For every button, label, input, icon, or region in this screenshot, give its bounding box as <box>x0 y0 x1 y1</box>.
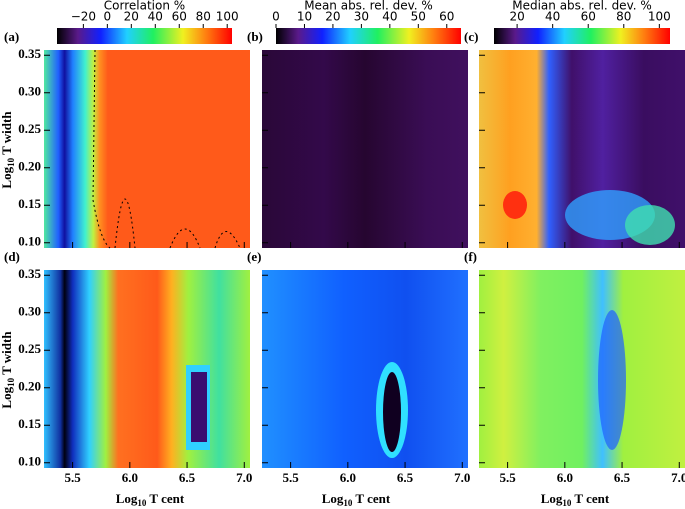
colorbar-title: Median abs. rel. dev. % <box>512 0 652 13</box>
colorbar-tick-label: 80 <box>616 10 631 24</box>
x-label: Log10 T cent <box>322 491 391 508</box>
heatmap-d <box>44 270 250 468</box>
x-tick-label: 6.5 <box>179 470 196 485</box>
label-rest: T cent <box>146 491 184 506</box>
label-rest: T cent <box>571 491 609 506</box>
x-tick-label: 5.5 <box>282 470 299 485</box>
colorbar <box>57 28 232 44</box>
blob <box>383 372 401 452</box>
heatmap-f <box>479 270 685 468</box>
y-tick-label: 0.15 <box>18 196 41 211</box>
label-base: Log <box>541 491 563 506</box>
label-base: Log <box>322 491 344 506</box>
y-tick-label: 0.20 <box>18 379 41 394</box>
colorbar-title: Mean abs. rel. dev. % <box>304 0 433 13</box>
x-tick-label: 5.5 <box>64 470 81 485</box>
y-tick-label: 0.30 <box>18 304 41 319</box>
label-sub: 10 <box>6 157 16 167</box>
panel-label: (d) <box>4 249 20 264</box>
label-sub: 10 <box>137 498 147 508</box>
x-tick-label: 6.5 <box>614 470 631 485</box>
heatmaps <box>44 49 685 468</box>
colorbar-tick-label: 20 <box>325 10 340 24</box>
label-base: Log <box>0 386 14 408</box>
colorbar-tick-label: 30 <box>354 10 369 24</box>
y-tick-label: 0.10 <box>18 454 41 469</box>
colorbar-tick-label: 10 <box>297 10 312 24</box>
panel-label: (e) <box>247 249 261 264</box>
colorbar-tick-label: 60 <box>581 10 596 24</box>
x-tick-label: 5.5 <box>499 470 516 485</box>
colorbar-tick-label: 100 <box>648 10 671 24</box>
x-tick-label: 7.0 <box>454 470 470 485</box>
blob <box>503 191 527 219</box>
x-tick-label: 6.0 <box>557 470 573 485</box>
contour <box>92 49 241 249</box>
blob <box>625 205 675 245</box>
heatmap-b <box>262 50 468 248</box>
x-tick-label: 6.0 <box>340 470 356 485</box>
colorbar-tick-label: 0 <box>272 10 280 24</box>
colorbar-tick-label: 50 <box>411 10 426 24</box>
panel-label: (a) <box>4 29 19 44</box>
colorbar-tick-label: 60 <box>172 10 187 24</box>
colorbar-tick-label: 20 <box>124 10 139 24</box>
y-tick-label: 0.20 <box>18 159 41 174</box>
panel-label: (b) <box>247 29 263 44</box>
y-tick-label: 0.35 <box>18 46 41 61</box>
y-tick-label: 0.30 <box>18 84 41 99</box>
x-tick-label: 6.0 <box>122 470 138 485</box>
colorbar-tick-label: 20 <box>509 10 524 24</box>
y-label: Log10 T width <box>0 331 16 409</box>
label-rest: T cent <box>352 491 390 506</box>
colorbar-tick-label: 40 <box>382 10 397 24</box>
panel-label: (c) <box>464 29 478 44</box>
x-tick-label: 6.5 <box>397 470 414 485</box>
x-tick-label: 7.0 <box>671 470 685 485</box>
colorbar-tick-label: 0 <box>104 10 112 24</box>
label-sub: 10 <box>562 498 572 508</box>
label-sub: 10 <box>6 377 16 387</box>
label-sub: 10 <box>343 498 353 508</box>
label-rest: T width <box>0 111 14 158</box>
colorbar-tick-label: −20 <box>71 10 96 24</box>
label-rest: T width <box>0 331 14 378</box>
colorbar-tick-label: 40 <box>545 10 560 24</box>
colorbar-tick-label: 60 <box>439 10 454 24</box>
colorbar-title: Correlation % <box>104 0 185 13</box>
y-tick-label: 0.25 <box>18 341 41 356</box>
y-tick-label: 0.10 <box>18 234 41 249</box>
y-tick-label: 0.15 <box>18 416 41 431</box>
y-label: Log10 T width <box>0 111 16 189</box>
colorbar-tick-label: 80 <box>196 10 211 24</box>
y-tick-label: 0.25 <box>18 121 41 136</box>
label-base: Log <box>0 166 14 188</box>
panel-label: (f) <box>464 249 477 264</box>
blob <box>598 310 626 450</box>
colorbar <box>276 28 461 44</box>
heatmap-a <box>44 50 250 248</box>
blob <box>191 372 207 442</box>
y-tick-label: 0.35 <box>18 266 41 281</box>
x-label: Log10 T cent <box>541 491 610 508</box>
colorbar-tick-label: 40 <box>148 10 163 24</box>
heatmap-e <box>262 270 468 468</box>
label-base: Log <box>116 491 138 506</box>
axes: (a) 0.10 0.15 0.20 0.25 0.30 0.35 (b) (c) (d) 5.5 6… <box>4 0 685 485</box>
colorbar <box>494 28 670 44</box>
colorbar-tick-label: 100 <box>216 10 239 24</box>
x-label: Log10 T cent <box>116 491 185 508</box>
x-tick-label: 7.0 <box>236 470 252 485</box>
